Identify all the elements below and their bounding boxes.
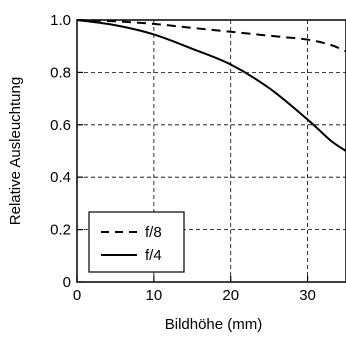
x-tick-label: 10	[146, 287, 163, 304]
series-line-f8	[76, 19, 346, 53]
y-tick-label: 0	[63, 274, 71, 291]
x-tick-label: 0	[73, 287, 81, 304]
y-tick-label: 0.6	[50, 117, 71, 134]
legend-label-f4: f/4	[145, 247, 162, 264]
x-axis-label: Bildhöhe (mm)	[165, 316, 263, 333]
x-tick-label: 30	[299, 287, 316, 304]
legend-box	[88, 211, 185, 273]
series-line-f4	[76, 19, 346, 152]
plot-frame	[76, 19, 346, 283]
legend-label-f8: f/8	[145, 224, 162, 241]
y-tick-label: 0.8	[50, 64, 71, 81]
axis-ticks: 0 10 20 30 0 0.2 0.4 0.6 0.8 1.0	[50, 12, 316, 304]
series-layer	[76, 19, 346, 152]
y-tick-label: 1.0	[50, 12, 71, 29]
y-tick-label: 0.2	[50, 222, 71, 239]
legend: f/8 f/4	[88, 211, 185, 273]
x-tick-label: 20	[222, 287, 239, 304]
y-axis-label: Relative Ausleuchtung	[7, 77, 24, 225]
y-tick-label: 0.4	[50, 169, 71, 186]
